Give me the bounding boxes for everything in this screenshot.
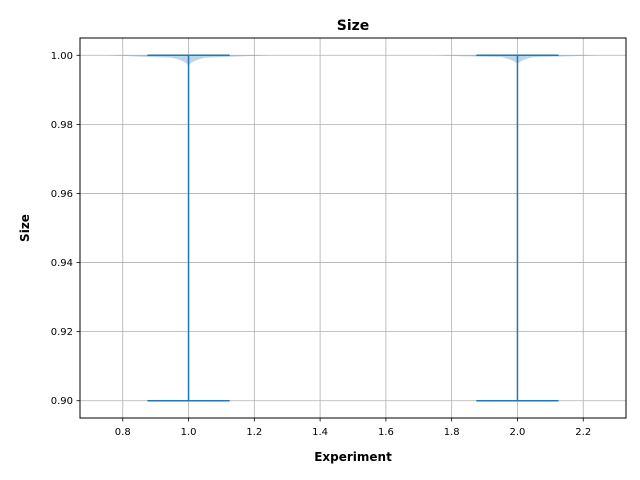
y-tick-label: 0.98	[51, 120, 73, 131]
x-tick-label: 0.8	[115, 427, 131, 438]
y-tick-label: 0.90	[51, 396, 73, 407]
x-tick-label: 2.0	[510, 427, 526, 438]
y-axis-label: Size	[18, 214, 32, 242]
axis-ticks: 0.8 1.0 1.2 1.4 1.6 1.8 2.0 2.2 0.90 0.92 0.94 0.96…	[51, 51, 591, 438]
y-tick-label: 0.94	[51, 258, 73, 269]
x-axis-label: Experiment	[314, 450, 392, 464]
x-tick-label: 2.2	[575, 427, 591, 438]
y-tick-label: 0.96	[51, 189, 73, 200]
chart-title: Size	[337, 18, 370, 34]
x-tick-label: 1.0	[181, 427, 197, 438]
y-tick-label: 1.00	[51, 51, 73, 62]
x-tick-label: 1.4	[312, 427, 328, 438]
y-tick-label: 0.92	[51, 327, 73, 338]
x-tick-label: 1.6	[378, 427, 394, 438]
x-tick-label: 1.8	[444, 427, 460, 438]
violins	[106, 54, 600, 402]
x-tick-label: 1.2	[246, 427, 262, 438]
plot-frame	[79, 37, 627, 419]
